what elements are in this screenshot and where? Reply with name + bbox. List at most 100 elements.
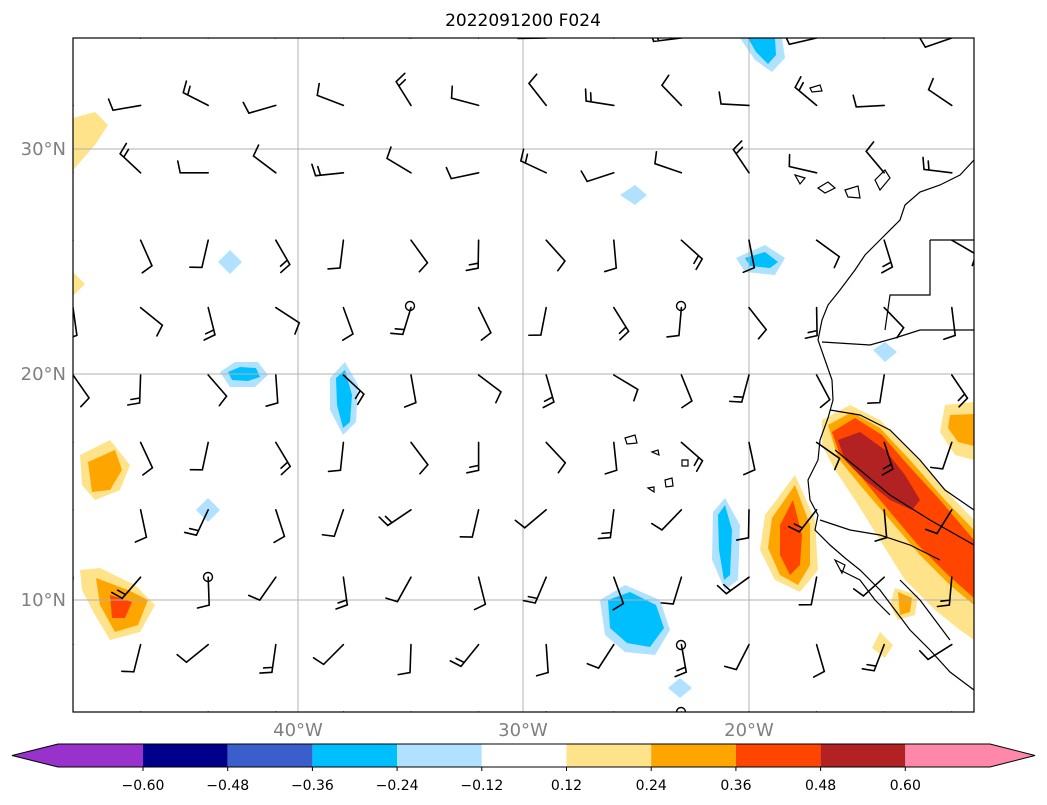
wind-barb bbox=[275, 306, 301, 335]
wind-barb bbox=[390, 306, 412, 336]
wind-barb bbox=[522, 576, 547, 604]
wind-barb bbox=[612, 711, 615, 712]
wind-barb bbox=[881, 441, 894, 476]
wind-barb bbox=[385, 576, 412, 603]
colorbar-tick-label: 0.48 bbox=[805, 778, 836, 794]
wind-barb bbox=[874, 509, 888, 542]
wind-barb bbox=[788, 153, 818, 174]
colorbar-tick-label: 0.12 bbox=[551, 778, 582, 794]
wind-barb bbox=[466, 441, 480, 474]
wind-barb bbox=[943, 306, 957, 341]
colorbar-segment bbox=[735, 744, 821, 767]
wind-barb bbox=[207, 38, 209, 39]
wind-barb bbox=[139, 239, 153, 274]
wind-barb bbox=[527, 73, 547, 107]
wind-barb bbox=[735, 509, 750, 541]
wind-barb bbox=[203, 306, 216, 341]
wind-barb bbox=[815, 711, 818, 712]
lon-label-40w: 40°W bbox=[273, 720, 323, 741]
wind-barb bbox=[335, 576, 349, 610]
wind-barb bbox=[189, 239, 209, 269]
wind-barb bbox=[183, 509, 209, 537]
wind-barb bbox=[613, 374, 639, 402]
wind-barb bbox=[728, 374, 750, 403]
colorbar-tick-label: −0.12 bbox=[460, 778, 503, 794]
wind-barb bbox=[604, 441, 618, 475]
wind-barb bbox=[242, 101, 277, 115]
wind-barb bbox=[126, 374, 142, 406]
wind-barb bbox=[680, 374, 693, 409]
wind-barb bbox=[403, 374, 417, 408]
colorbar-tick-label: 0.36 bbox=[720, 778, 751, 794]
wind-barb bbox=[680, 441, 704, 473]
wind-barb bbox=[528, 306, 547, 337]
wind-barb bbox=[73, 306, 78, 338]
wind-barb bbox=[651, 38, 683, 43]
wind-barb bbox=[936, 576, 953, 608]
colorbar-segment bbox=[566, 744, 652, 767]
wind-barb bbox=[137, 38, 142, 39]
wind-barb bbox=[73, 374, 91, 408]
wind-barbs bbox=[73, 38, 974, 712]
wind-barb bbox=[680, 711, 683, 712]
wind-barb bbox=[787, 509, 818, 533]
wind-barb bbox=[613, 306, 630, 341]
wind-barb bbox=[852, 576, 885, 597]
wind-barb bbox=[927, 77, 953, 107]
colorbar-segment bbox=[481, 744, 567, 767]
lat-label-30n: 30°N bbox=[21, 139, 66, 160]
colorbar-tick-label: −0.48 bbox=[206, 778, 249, 794]
wind-barb bbox=[660, 74, 683, 107]
lon-label-20w: 20°W bbox=[724, 720, 774, 741]
wind-barb bbox=[950, 711, 953, 712]
wind-barb bbox=[410, 441, 429, 475]
colorbar-segment bbox=[651, 744, 736, 767]
positive-anomaly-regions bbox=[73, 112, 974, 658]
chart-title: 2022091200 F024 bbox=[445, 11, 601, 31]
map-frame bbox=[72, 37, 975, 713]
wind-barb bbox=[395, 72, 412, 107]
wind-barb bbox=[535, 643, 549, 677]
wind-barb bbox=[612, 576, 625, 611]
wind-barb bbox=[922, 156, 953, 174]
wind-barb bbox=[459, 509, 480, 538]
wind-barb bbox=[723, 643, 750, 671]
wind-barb bbox=[312, 643, 345, 666]
wind-barb bbox=[182, 80, 209, 107]
wind-barb bbox=[139, 306, 164, 337]
wind-barb bbox=[542, 374, 555, 409]
wind-barb bbox=[134, 509, 148, 543]
colorbar-extend-min bbox=[12, 744, 143, 767]
wind-barb bbox=[951, 239, 974, 267]
wind-barb bbox=[732, 140, 750, 174]
wind-barb bbox=[586, 643, 615, 670]
wind-barb bbox=[139, 441, 154, 476]
wind-barb bbox=[867, 374, 885, 405]
wind-barb bbox=[327, 239, 345, 270]
wind-barb bbox=[259, 643, 277, 674]
wind-barb bbox=[465, 239, 480, 272]
wind-barb bbox=[881, 239, 894, 274]
wind-barb bbox=[804, 306, 818, 340]
colorbar bbox=[11, 743, 1036, 771]
wind-barb bbox=[397, 643, 412, 676]
wind-barb bbox=[580, 170, 615, 183]
wind-barb bbox=[275, 441, 292, 476]
wind-barb bbox=[918, 643, 953, 661]
wind-barb bbox=[176, 160, 209, 174]
wind-barb bbox=[321, 509, 345, 538]
wind-barb bbox=[473, 576, 487, 611]
wind-barb bbox=[139, 711, 142, 712]
wind-barb bbox=[742, 239, 756, 274]
wind-barb bbox=[718, 91, 750, 107]
wind-barb bbox=[327, 441, 345, 473]
wind-barb bbox=[176, 643, 209, 664]
colorbar-tick-label: −0.24 bbox=[376, 778, 419, 794]
colorbar-tick-label: −0.36 bbox=[291, 778, 334, 794]
colorbar-extend-max bbox=[905, 744, 1035, 767]
map-area bbox=[73, 38, 974, 712]
wind-barb bbox=[110, 576, 142, 600]
lon-label-30w: 30°W bbox=[498, 720, 548, 741]
wind-barb bbox=[401, 38, 412, 39]
wind-barb bbox=[271, 38, 277, 39]
